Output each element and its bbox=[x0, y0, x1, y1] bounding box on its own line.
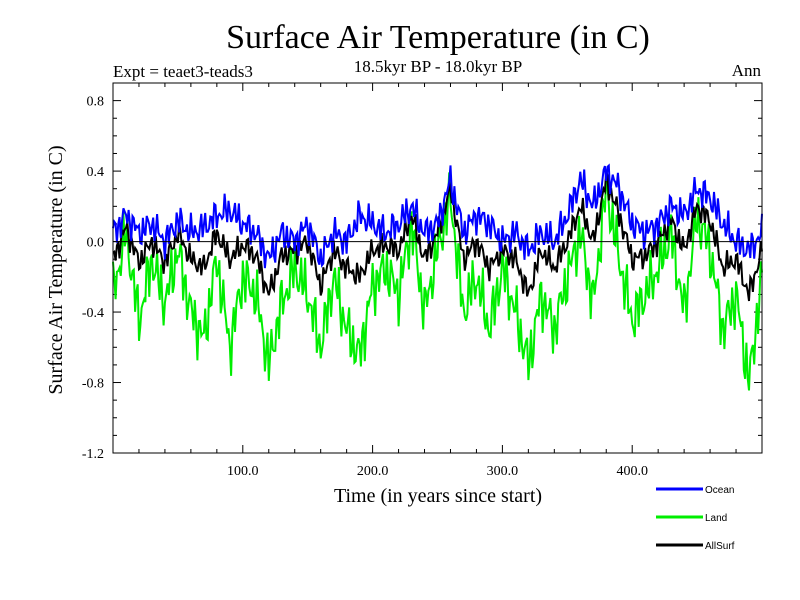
y-tick-label: 0.0 bbox=[87, 236, 105, 251]
tick-marks bbox=[112, 82, 763, 454]
experiment-label: Expt = teaet3-teads3 bbox=[113, 62, 253, 81]
period-label: Ann bbox=[732, 61, 762, 80]
legend-label-land: Land bbox=[705, 513, 727, 524]
y-tick-label: -0.4 bbox=[82, 306, 104, 321]
plot-frame bbox=[112, 82, 763, 454]
chart-subtitle: 18.5kyr BP - 18.0kyr BP bbox=[354, 57, 522, 76]
data-series bbox=[112, 163, 763, 391]
x-tick-label: 100.0 bbox=[227, 464, 259, 479]
legend-label-allsurf: AllSurf bbox=[705, 541, 735, 552]
y-tick-label: -0.8 bbox=[82, 377, 104, 392]
tick-labels: 100.0 200.0 300.0 400.0 0.8 0.4 0.0 -0.4 -0.8 -1.… bbox=[82, 95, 648, 479]
y-tick-label: 0.8 bbox=[87, 95, 105, 110]
series-line-allsurf bbox=[112, 171, 763, 302]
x-tick-label: 200.0 bbox=[357, 464, 389, 479]
y-tick-label: -1.2 bbox=[82, 447, 104, 462]
chart-title: Surface Air Temperature (in C) bbox=[226, 19, 650, 56]
legend-label-ocean: Ocean bbox=[705, 485, 734, 496]
y-axis-label: Surface Air Temperature (in C) bbox=[45, 145, 67, 394]
x-tick-label: 400.0 bbox=[616, 464, 648, 479]
series-line-ocean bbox=[112, 163, 763, 269]
legend: Ocean Land AllSurf bbox=[656, 485, 735, 552]
x-tick-label: 300.0 bbox=[487, 464, 519, 479]
y-tick-label: 0.4 bbox=[87, 165, 105, 180]
series-line-land bbox=[112, 172, 763, 391]
x-axis-label: Time (in years since start) bbox=[334, 485, 542, 507]
